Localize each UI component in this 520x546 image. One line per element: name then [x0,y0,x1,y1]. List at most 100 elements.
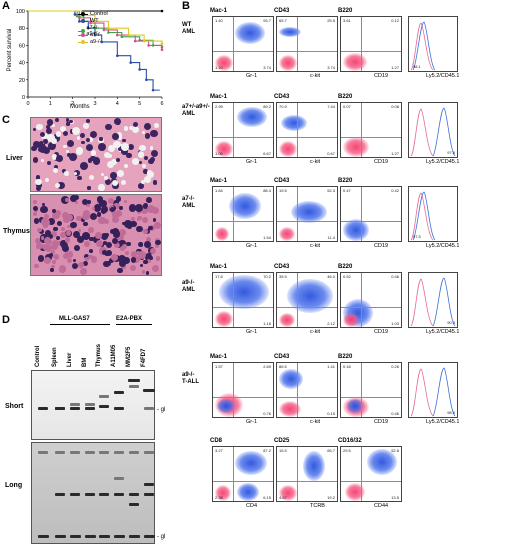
cell-population-blue [343,219,369,241]
legend-entry: WT [78,18,99,24]
x-tick-label: 5 [138,101,141,107]
panel-label-b: B [182,0,190,12]
histology-cell [51,259,56,264]
histology-cell [63,144,67,148]
blot-label-short: Short [5,403,24,410]
histology-cell [66,257,72,263]
histology-cell [96,240,103,247]
histology-cell [136,251,140,255]
histology-cell [38,145,47,154]
histology-cell [45,128,52,135]
flow-dot-plot: 17.6 70.2 1.16 [212,272,274,328]
gel-band [144,483,154,486]
gate-line-horizontal [213,137,273,138]
y-tick-label: 60 [19,43,25,49]
histology-cell [75,147,84,155]
gel-band [129,503,139,506]
legend-swatch [78,18,88,23]
histology-cell [45,124,50,129]
quadrant-percentage: 4.67 [279,495,287,500]
quadrant-percentage: 3.61 [343,18,351,23]
x-tick-label: 2 [71,101,74,107]
flow-plot-ylabel: Mac-1 [210,178,228,184]
survival-point [93,33,97,37]
histology-cell [83,260,89,267]
histology-cell [112,133,119,140]
gate-line-vertical [297,187,298,241]
histology-cell [118,206,124,211]
histogram-control-curve [410,22,434,71]
histology-cell [89,175,95,181]
y-tick-label: 40 [19,61,25,67]
histogram-sample-curve [412,191,436,241]
histology-cell [89,237,94,242]
histology-cell [50,230,57,237]
gate-line-vertical [297,17,298,71]
flow-dot-plot: 3.61 0.12 1.27 [340,16,402,72]
histology-cell [130,265,137,271]
histology-cell [143,175,151,183]
histology-cell [67,225,71,229]
survival-point [116,54,119,58]
histology-cell [83,123,89,129]
histology-cell [82,198,89,205]
blot-label-long: Long [5,482,23,489]
histology-cell [69,129,74,134]
histology-cell [77,261,85,268]
survival-point [100,40,103,44]
flow-dot-plot: 0.07 0.08 1.27 [340,102,402,158]
flow-row-label: a7-/- AML [182,196,195,210]
flow-dot-plot: 0.18 0.26 0.46 [340,362,402,418]
gate-line-vertical [297,447,298,501]
histology-cell [36,242,43,250]
histology-cell [115,158,120,163]
histology-cell [73,259,77,263]
histology-cell [142,202,149,209]
flow-dot-plot: 29.5 52.6 13.5 [340,446,402,502]
gel-band [37,535,49,538]
histology-cell [137,215,142,221]
histology-cell [70,195,78,203]
survival-point [160,9,164,13]
histology-cell [147,170,155,178]
histology-cell [119,259,127,268]
ly5-histogram: 97.8 [408,102,458,158]
histology-cell [99,137,103,141]
cell-population-blue [229,193,261,219]
histology-cell [89,212,97,220]
gel-band [114,391,124,394]
histology-cell [138,183,145,189]
gate-line-horizontal [341,221,401,222]
quadrant-percentage: 0.47 [343,188,351,193]
gel-band [128,535,140,538]
quadrant-percentage: 3.27 [215,448,223,453]
histology-cell [91,206,96,210]
y-tick-label: 20 [19,78,25,84]
histology-cell [137,242,143,248]
quadrant-percentage: 87.2 [263,448,271,453]
histology-cell [59,231,66,238]
flow-dot-plot: 19.5 52.3 11.4 [276,186,338,242]
quadrant-percentage: 0.46 [391,411,399,416]
histology-cell [106,161,114,169]
cell-population-blue [281,115,307,131]
histology-cell [48,142,56,150]
histology-cell [55,118,60,123]
histogram-sample-curve [432,367,456,417]
flow-row-label: a9-/- T-ALL [182,372,199,386]
histology-cell [42,202,46,206]
quadrant-percentage: 2.12 [327,321,335,326]
flow-plot-xlabel: c-kit [310,329,321,335]
quadrant-percentage: 1.54 [263,235,271,240]
histology-cell [116,121,121,126]
gate-line-vertical [361,187,362,241]
histology-cell [76,215,82,222]
quadrant-percentage: 1.57 [215,364,223,369]
histogram-xlabel: Ly5.2/CD45.1 [426,73,460,79]
quadrant-percentage: 13.5 [391,495,399,500]
quadrant-percentage: 93.7 [263,18,271,23]
histology-cell [136,225,144,233]
histology-cell [122,138,126,143]
flow-row-label-line: AML [182,203,195,209]
